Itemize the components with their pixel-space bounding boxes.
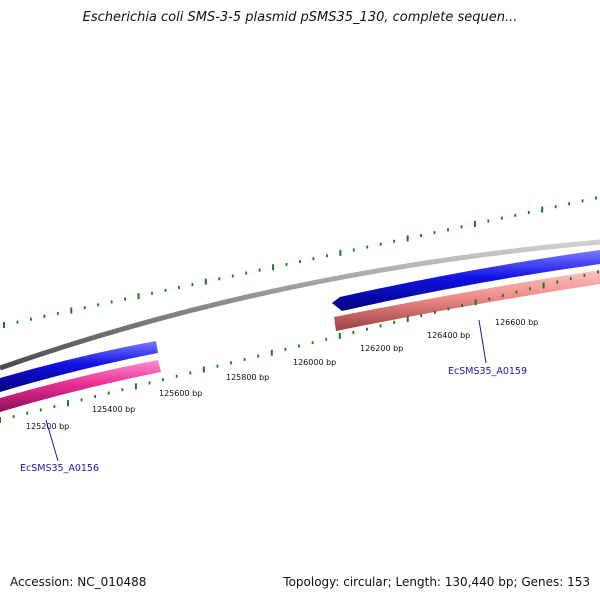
coordinate-label: 126200 bp: [360, 344, 403, 353]
coordinate-label: 126000 bp: [293, 358, 336, 367]
gene-label-leader: [478, 319, 487, 364]
map-title: Escherichia coli SMS-3-5 plasmid pSMS35_…: [82, 10, 518, 25]
outer-tick-row: [3, 196, 597, 328]
coordinate-label: 125600 bp: [159, 389, 202, 398]
coordinate-label: 126400 bp: [427, 331, 470, 340]
topology-summary: Topology: circular; Length: 130,440 bp; …: [283, 575, 590, 589]
gene-a0156-reverse-arrow: [0, 360, 161, 412]
coordinate-label: 125800 bp: [226, 373, 269, 382]
plasmid-backbone: [0, 239, 600, 371]
accession-label: Accession: NC_010488: [10, 575, 147, 589]
gene-label-a0156[interactable]: EcSMS35_A0156: [20, 463, 99, 474]
coordinate-label: 125400 bp: [92, 405, 135, 414]
gene-a0159-forward-arrow: [332, 250, 600, 311]
inner-tick-row: [0, 270, 599, 423]
coordinate-label: 126600 bp: [495, 318, 538, 327]
gene-label-a0159[interactable]: EcSMS35_A0159: [448, 366, 527, 377]
gene-label-leader: [45, 419, 59, 462]
gene-a0159-reverse-arrow: [334, 270, 600, 331]
gene-a0156-forward-arrow: [0, 341, 158, 392]
